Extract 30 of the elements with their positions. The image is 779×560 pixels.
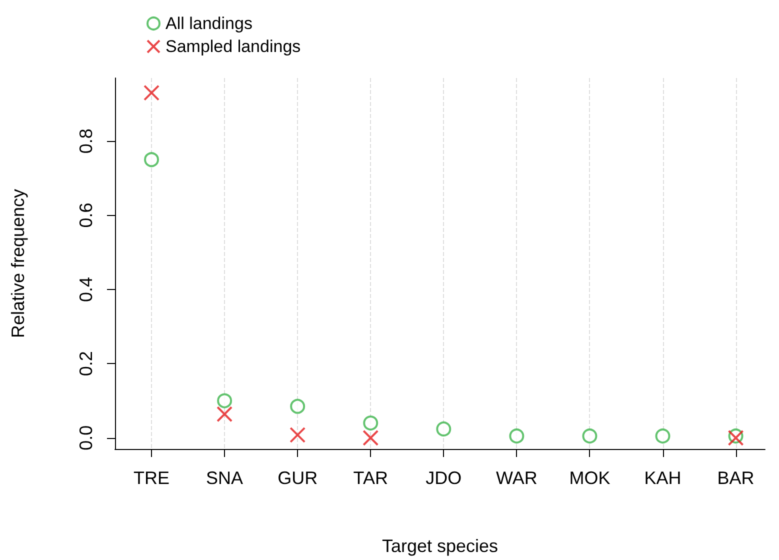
legend-label: Sampled landings — [166, 37, 301, 56]
point — [144, 152, 160, 168]
x-tick-label: TAR — [353, 468, 388, 488]
x-tick-label: JDO — [426, 468, 462, 488]
point — [655, 428, 670, 444]
y-tick-label: 0.6 — [76, 202, 96, 228]
point — [290, 398, 306, 414]
x-tick-label: KAH — [644, 468, 682, 488]
point — [362, 430, 379, 446]
x-tick-label: TRE — [134, 468, 170, 488]
y-tick-label: 0.4 — [76, 276, 96, 302]
x-tick-label: BAR — [717, 468, 754, 488]
x-tick-label: GUR — [278, 468, 318, 488]
legend-label: All landings — [166, 14, 252, 33]
y-axis-title: Relative frequency — [8, 188, 28, 338]
point — [509, 428, 524, 444]
point — [217, 393, 232, 408]
x-tick-label: WAR — [496, 468, 538, 488]
point — [363, 416, 378, 431]
y-tick-label: 0.8 — [76, 128, 96, 154]
point — [582, 428, 598, 444]
y-tick-label: 0.0 — [76, 425, 96, 450]
x-tick-label: MOK — [569, 468, 610, 488]
point — [436, 421, 452, 436]
point — [216, 406, 233, 422]
x-tick-label: SNA — [206, 468, 244, 488]
y-tick-label: 0.2 — [76, 351, 96, 376]
point — [290, 426, 306, 443]
x-axis-title: Target species — [382, 536, 498, 556]
point — [144, 84, 160, 101]
